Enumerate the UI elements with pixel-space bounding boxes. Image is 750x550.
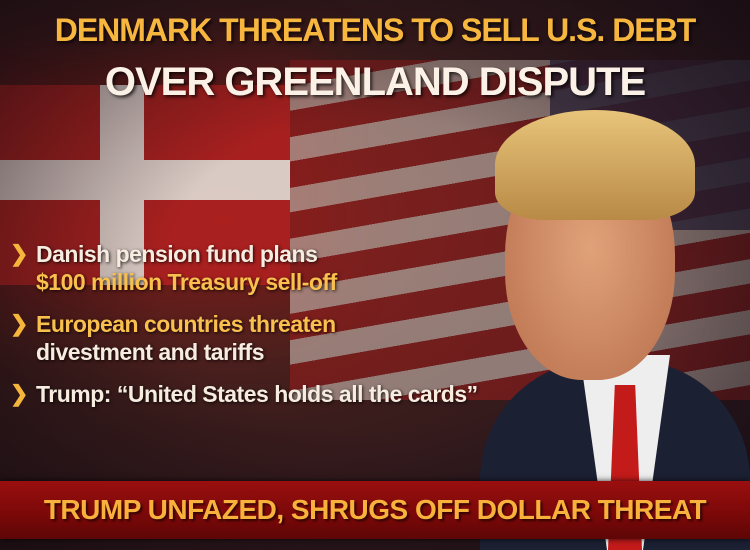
bullet-text: Danish pension fund plans — [36, 241, 318, 267]
banner-text: TRUMP UNFAZED, SHRUGS OFF DOLLAR THREAT — [43, 494, 707, 525]
bullet-text: $100 million Treasury sell-off — [36, 269, 337, 295]
chevron-right-icon: ❯ — [10, 381, 29, 406]
headline-line-1: DENMARK THREATENS TO SELL U.S. DEBT — [54, 12, 697, 48]
chevron-right-icon: ❯ — [10, 311, 29, 336]
bullet-list: ❯ Danish pension fund plans $100 million … — [10, 240, 570, 422]
bullet-text: divestment and tariffs — [36, 339, 264, 365]
bullet-item: ❯ Danish pension fund plans $100 million … — [10, 240, 570, 296]
bullet-item: ❯ Trump: “United States holds all the ca… — [10, 380, 570, 408]
bottom-banner: TRUMP UNFAZED, SHRUGS OFF DOLLAR THREAT — [0, 481, 750, 539]
chevron-right-icon: ❯ — [10, 241, 29, 266]
bullet-text: Trump: “United States holds all the card… — [36, 381, 478, 407]
headline-line-2: OVER GREENLAND DISPUTE — [104, 60, 646, 104]
bullet-item: ❯ European countries threaten divestment … — [10, 310, 570, 366]
bullet-text: European countries threaten — [36, 311, 336, 337]
